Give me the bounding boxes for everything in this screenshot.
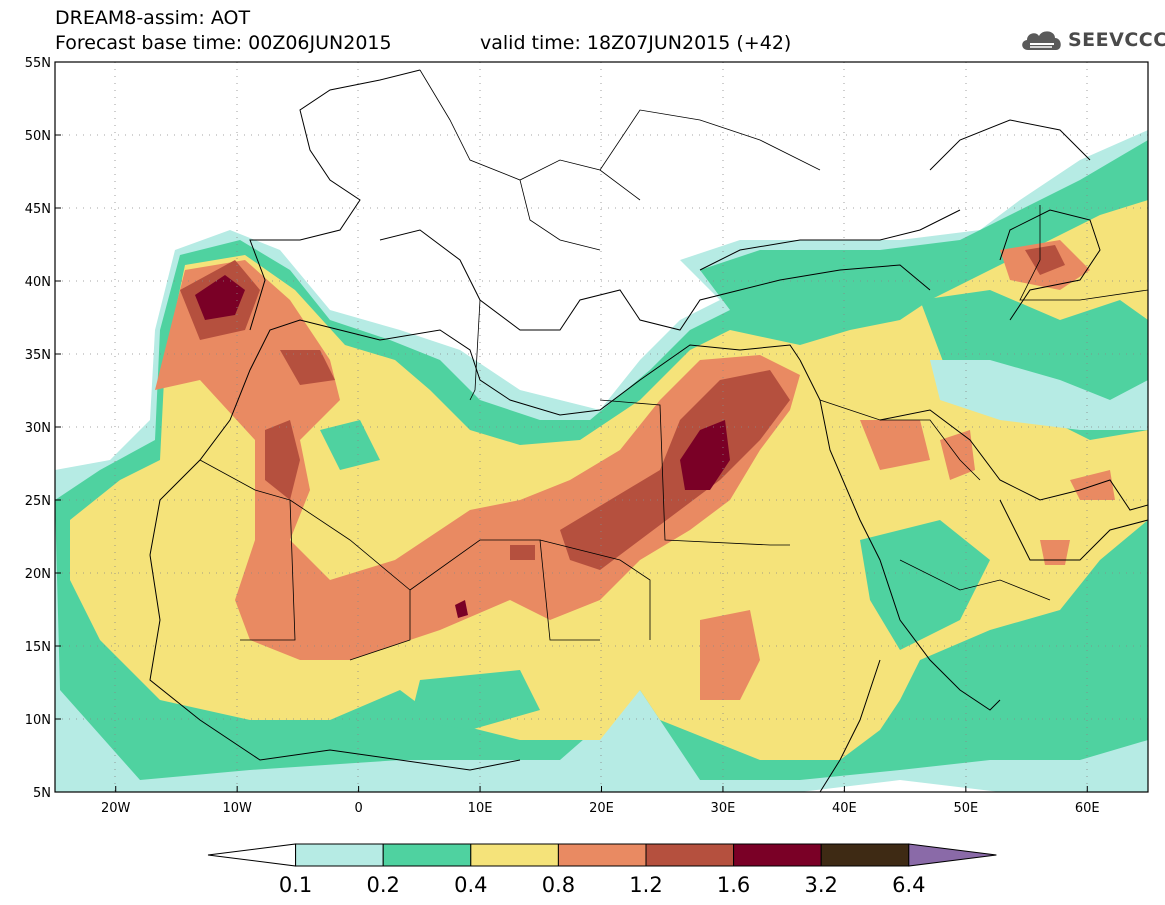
colorbar-over-arrow [908,843,997,867]
colorbar-label: 6.4 [892,873,925,897]
lon-label: 10E [468,801,493,816]
forecast-base-time: Forecast base time: 00Z06JUN2015 [55,32,392,54]
colorbar-label: 0.4 [454,873,487,897]
lat-label: 25N [25,494,51,509]
lon-label: 50E [953,801,978,816]
lat-label: 30N [25,421,51,436]
lat-label: 45N [25,202,51,217]
cloud-icon [1022,31,1061,50]
lat-label: 10N [25,713,51,728]
aot-band-1.6 [195,275,245,320]
lon-label: 60E [1075,801,1100,816]
valid-time: valid time: 18Z07JUN2015 (+42) [480,32,792,54]
lat-label: 35N [25,348,51,363]
colorbar-box [382,843,472,867]
lon-label: 20E [589,801,614,816]
lon-label: 0 [354,801,362,816]
lon-label: 10W [222,801,252,816]
colorbar-label: 1.6 [717,873,750,897]
lat-label: 55N [25,56,51,71]
colorbar-label: 0.8 [542,873,575,897]
colorbar-box [645,843,735,867]
chart-title: DREAM8-assim: AOT [55,7,251,29]
colorbar-label: 3.2 [804,873,837,897]
colorbar-box [733,843,822,867]
lat-label: 5N [33,786,51,801]
lon-label: 40E [832,801,857,816]
lat-label: 20N [25,567,51,582]
colorbar-box [557,843,647,867]
longitude-axis: 20W 10W 0 10E 20E 30E 40E 50E 60E [101,786,1100,816]
colorbar-label: 0.2 [366,873,399,897]
lon-label: 30E [711,801,736,816]
lat-label: 50N [25,129,51,144]
lat-label: 40N [25,275,51,290]
lat-label: 15N [25,640,51,655]
logo-text: SEEVCCC [1068,29,1165,51]
lon-label: 20W [101,801,131,816]
colorbar-label: 0.1 [279,873,312,897]
coastlines [149,69,1148,792]
colorbar-under-arrow [207,843,297,867]
colorbar-box [470,843,559,867]
colorbar-box [820,843,910,867]
latitude-axis: 55N 50N 45N 40N 35N 30N 25N 20N 15N 10N 5N [25,56,61,801]
seevccc-logo: SEEVCCC [1018,24,1165,56]
colorbar-box [295,843,384,867]
graticule [55,62,1148,792]
colorbar-label: 1.2 [629,873,662,897]
